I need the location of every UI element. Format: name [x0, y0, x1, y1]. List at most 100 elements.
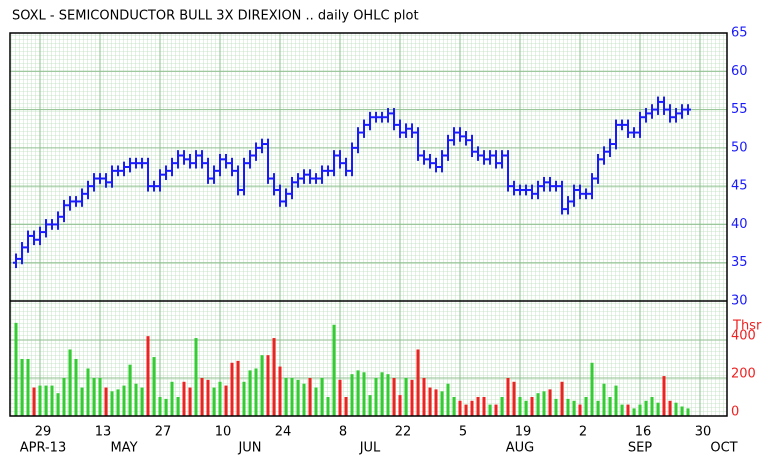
volume-bar [368, 395, 372, 416]
volume-bar [356, 370, 360, 416]
volume-bar [578, 404, 582, 416]
volume-bar [122, 385, 126, 416]
volume-bar [254, 368, 258, 416]
volume-bar [380, 372, 384, 416]
volume-bar [512, 381, 516, 416]
volume-bar [392, 377, 396, 416]
volume-bar [614, 385, 618, 416]
volume-bar [320, 377, 324, 416]
volume-bar [116, 389, 120, 416]
volume-bar [200, 377, 204, 416]
volume-bar [20, 358, 24, 416]
month-label: APR-13 [20, 441, 66, 456]
volume-bar [416, 349, 420, 416]
volume-bar [650, 396, 654, 416]
volume-bar [74, 358, 78, 416]
volume-bar [128, 364, 132, 416]
volume-bar [548, 389, 552, 416]
volume-bar [554, 398, 558, 416]
volume-bar [398, 395, 402, 416]
volume-bar [470, 400, 474, 416]
x-tick-label: 13 [95, 425, 112, 440]
month-label: JUN [237, 441, 261, 456]
volume-bar [374, 377, 378, 416]
volume-bar [500, 396, 504, 416]
volume-bar [176, 396, 180, 416]
volume-bar [98, 377, 102, 416]
volume-bar [482, 396, 486, 416]
volume-bar [602, 383, 606, 416]
volume-bar [104, 387, 108, 416]
volume-bar [272, 338, 276, 416]
volume-bar [266, 355, 270, 416]
chart-title: SOXL - SEMICONDUCTOR BULL 3X DIREXION ..… [12, 9, 419, 24]
volume-bar [314, 387, 318, 416]
volume-bar [410, 379, 414, 416]
volume-bar [68, 349, 72, 416]
volume-bar [404, 377, 408, 416]
volume-bar [92, 377, 96, 416]
volume-bar [488, 404, 492, 416]
volume-bar [140, 387, 144, 416]
volume-bar [464, 404, 468, 416]
volume-bar [458, 400, 462, 416]
x-tick-label: 29 [35, 425, 52, 440]
volume-bar [626, 404, 630, 416]
volume-bar [542, 391, 546, 416]
volume-bar [248, 370, 252, 416]
volume-bar [428, 387, 432, 416]
volume-bar [14, 322, 18, 416]
volume-bar [236, 360, 240, 416]
y-tick-label: 30 [731, 294, 748, 309]
x-tick-label: 5 [459, 425, 467, 440]
volume-bar [260, 355, 264, 416]
volume-bar [518, 396, 522, 416]
x-tick-label: 19 [515, 425, 532, 440]
volume-bar [362, 372, 366, 416]
x-tick-label: 8 [339, 425, 347, 440]
volume-bar [656, 402, 660, 416]
y-tick-label: 45 [731, 179, 748, 194]
volume-bar [224, 385, 228, 416]
volume-bar [350, 374, 354, 416]
volume-bar [152, 357, 156, 416]
y-tick-label: 40 [731, 217, 748, 232]
volume-bar [44, 385, 48, 416]
volume-bar [530, 396, 534, 416]
x-tick-label: 27 [155, 425, 172, 440]
volume-bar [134, 383, 138, 416]
month-label: JUL [359, 441, 381, 456]
volume-bar [182, 381, 186, 416]
volume-bar [290, 377, 294, 416]
volume-tick-label: 0 [731, 405, 739, 420]
volume-bar [686, 408, 690, 416]
volume-bar [590, 362, 594, 416]
volume-bar [344, 396, 348, 416]
volume-bar [566, 398, 570, 416]
volume-bar [644, 400, 648, 416]
volume-bar [386, 374, 390, 416]
month-label: AUG [506, 441, 534, 456]
volume-bar [26, 358, 30, 416]
volume-bar [434, 389, 438, 416]
volume-bar [218, 381, 222, 416]
volume-bar [164, 398, 168, 416]
volume-bar [332, 324, 336, 416]
x-tick-label: 2 [579, 425, 587, 440]
volume-bar [476, 396, 480, 416]
volume-bar [524, 400, 528, 416]
volume-bar [32, 387, 36, 416]
volume-bar [242, 381, 246, 416]
volume-bar [662, 376, 666, 416]
volume-bar [422, 377, 426, 416]
volume-bar [560, 381, 564, 416]
y-tick-label: 65 [731, 26, 748, 41]
x-tick-label: 24 [275, 425, 292, 440]
volume-bar [56, 393, 60, 416]
volume-bar [494, 404, 498, 416]
volume-bar [212, 387, 216, 416]
volume-bar [296, 379, 300, 416]
x-tick-label: 10 [215, 425, 232, 440]
